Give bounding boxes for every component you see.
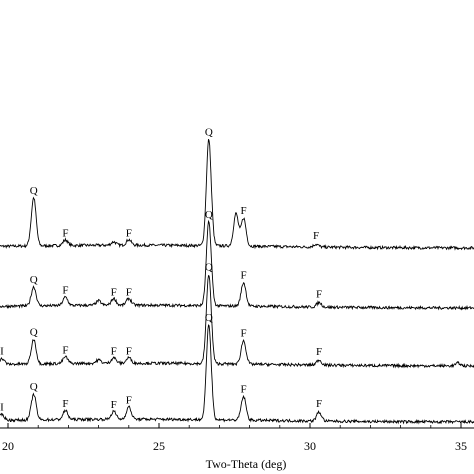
peak-label: I (0, 345, 4, 357)
peak-label: Q (30, 326, 38, 338)
peak-label: Q (30, 185, 38, 197)
peak-label: F (126, 345, 132, 357)
peak-label: Q (30, 274, 38, 286)
peak-label: F (241, 384, 247, 396)
peak-label: F (313, 230, 319, 242)
peak-label: F (111, 345, 117, 357)
x-tick-label: 30 (304, 439, 316, 453)
peak-label: F (316, 398, 322, 410)
x-tick-label: 35 (455, 439, 467, 453)
peak-label: F (111, 399, 117, 411)
x-tick-label: 25 (153, 439, 165, 453)
peak-label: F (111, 286, 117, 298)
peak-label-group: QFFQFFQQQQFQFFFQFFQQQQFIQFFFQFFIKQQQQFIQ… (0, 127, 322, 414)
peak-label: Q (205, 127, 213, 139)
peak-label: F (126, 286, 132, 298)
peak-label: Q (205, 312, 213, 324)
trace-group (0, 139, 474, 425)
xrd-trace-3 (0, 274, 474, 369)
peak-label: F (62, 285, 68, 297)
peak-label: I (0, 401, 4, 413)
peak-label: F (62, 344, 68, 356)
peak-label: F (241, 328, 247, 340)
peak-label: Q (205, 261, 213, 273)
x-tick-label: 20 (2, 439, 14, 453)
peak-label: Q (205, 209, 213, 221)
peak-label: F (316, 289, 322, 301)
x-axis-ticks: 202530354045 (2, 423, 467, 453)
xrd-trace-1 (0, 139, 474, 251)
x-axis-title: Two-Theta (deg) (206, 457, 287, 471)
peak-label: F (126, 395, 132, 407)
peak-label: F (62, 398, 68, 410)
peak-label: Q (30, 381, 38, 393)
peak-label: F (62, 227, 68, 239)
xrd-trace-2 (0, 219, 474, 311)
peak-label: F (241, 270, 247, 282)
peak-label: F (241, 205, 247, 217)
peak-label: F (126, 227, 132, 239)
xrd-trace-4 (0, 324, 474, 425)
peak-label: F (316, 346, 322, 358)
